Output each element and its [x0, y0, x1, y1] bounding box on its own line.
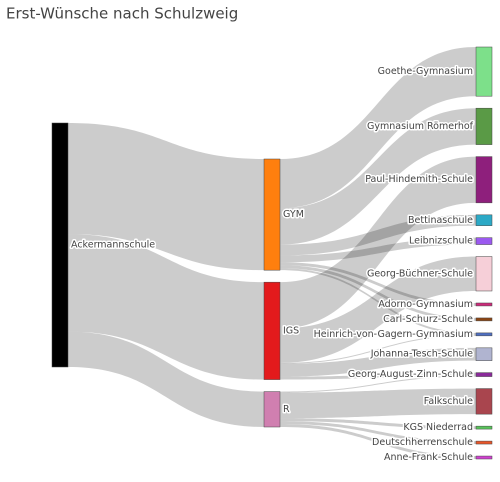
node — [51, 122, 69, 368]
link — [280, 388, 476, 419]
node-label: Georg-August-Zinn-Schule — [348, 369, 473, 380]
node-label: KGS Niederrad — [403, 422, 473, 433]
node — [475, 237, 493, 245]
node — [475, 455, 493, 460]
node-label: Deutschherrenschule — [372, 437, 473, 448]
link — [68, 123, 264, 271]
node — [475, 156, 493, 204]
chart-title: Erst-Wünsche nach Schulzweig — [6, 5, 238, 23]
link — [280, 372, 476, 380]
link — [280, 237, 476, 263]
node-label: Johanna-Tesch-Schule — [370, 349, 473, 360]
link — [280, 108, 476, 245]
node-label: Anne-Frank-Schule — [384, 452, 473, 463]
nodes: Ackermannschule GYM IGS R Goethe-Gymnasium Gy… — [51, 46, 493, 465]
node — [475, 425, 493, 430]
link — [68, 331, 264, 427]
link — [280, 375, 476, 393]
node — [475, 214, 493, 226]
node-label: Georg-Büchner-Schule — [367, 268, 473, 279]
node — [475, 317, 493, 322]
link — [280, 262, 476, 306]
node — [475, 256, 493, 292]
link — [280, 347, 476, 377]
node-label: R — [283, 404, 290, 415]
node-label: Gymnasium Römerhof — [367, 121, 474, 132]
link — [280, 256, 476, 363]
node — [263, 391, 281, 428]
node-label: GYM — [283, 209, 304, 220]
node-label: Falkschule — [424, 396, 473, 407]
node-label: Carl-Schurz-Schule — [383, 314, 473, 325]
node-label: Leibnizschule — [409, 236, 473, 247]
node-label: IGS — [283, 325, 299, 336]
node — [475, 302, 493, 307]
node — [263, 158, 281, 271]
node — [475, 388, 493, 415]
link — [280, 418, 476, 430]
link — [280, 156, 476, 329]
link — [280, 424, 476, 459]
node-label: Goethe-Gymnasium — [378, 66, 473, 77]
node — [475, 347, 493, 361]
link — [280, 334, 476, 364]
link — [280, 265, 476, 321]
node — [475, 440, 493, 445]
node-label: Bettinaschule — [408, 215, 473, 226]
link — [280, 268, 476, 335]
link — [280, 214, 476, 256]
node-label: Ackermannschule — [71, 240, 155, 251]
node — [475, 372, 493, 377]
link — [280, 47, 476, 209]
link — [68, 234, 264, 380]
node — [263, 281, 281, 380]
node-label: Adorno-Gymnasium — [378, 299, 473, 310]
node — [475, 332, 493, 337]
link — [280, 421, 476, 445]
links — [68, 47, 476, 459]
node — [475, 107, 493, 145]
node-label: Heinrich-von-Gagern-Gymnasium — [314, 329, 473, 340]
node-label: Paul-Hindemith-Schule — [365, 174, 473, 185]
node — [475, 46, 493, 97]
